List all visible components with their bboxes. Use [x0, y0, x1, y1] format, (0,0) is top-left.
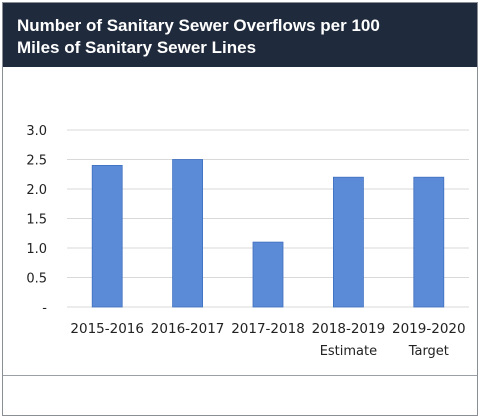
- bar-2019-2020: [413, 176, 445, 308]
- y-tick-label: 2.5: [26, 154, 47, 169]
- x-tick-label: 2018-2019: [312, 321, 386, 337]
- chart-title: Number of Sanitary Sewer Overflows per 1…: [17, 15, 463, 59]
- bar-2015-2016: [91, 164, 123, 308]
- chart-bars: [91, 159, 445, 308]
- x-axis-labels: 2015-2016 2016-2017 2017-2018 2018-2019 Esti…: [70, 321, 465, 359]
- y-tick-label: 2.0: [26, 183, 47, 198]
- x-tick-sublabel: Target: [408, 344, 449, 359]
- bar-2016-2017: [172, 159, 204, 308]
- x-tick-label: 2019-2020: [392, 321, 466, 337]
- y-tick-label: 3.0: [26, 124, 47, 139]
- x-tick-sublabel: Estimate: [320, 344, 377, 359]
- x-tick-label: 2015-2016: [70, 321, 144, 337]
- chart-panel: Number of Sanitary Sewer Overflows per 1…: [2, 2, 478, 416]
- y-tick-label: 0.5: [26, 272, 47, 287]
- chart-title-line-1: Number of Sanitary Sewer Overflows per 1…: [17, 16, 380, 35]
- y-tick-label: 1.0: [26, 242, 47, 257]
- x-tick-label: 2016-2017: [151, 321, 225, 337]
- footer-divider: [3, 375, 477, 376]
- y-tick-label: 1.5: [26, 213, 47, 228]
- bar-chart: -0.51.01.52.02.53.0 2015-2016 2016-2017 20…: [26, 124, 469, 359]
- chart-title-line-2: Miles of Sanitary Sewer Lines: [17, 38, 257, 57]
- x-tick-label: 2017-2018: [231, 321, 305, 337]
- bar-2017-2018: [252, 241, 284, 308]
- y-axis-tick-labels: - 0.5 1.0 1.5 2.0 2.5 3.0: [26, 124, 47, 316]
- bar-2018-2019: [332, 176, 364, 308]
- y-tick-label: -: [42, 301, 47, 316]
- chart-header: Number of Sanitary Sewer Overflows per 1…: [3, 3, 477, 67]
